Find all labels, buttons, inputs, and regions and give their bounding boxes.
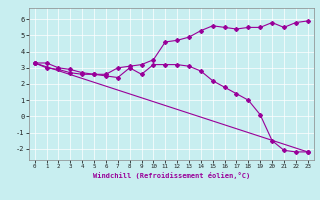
- X-axis label: Windchill (Refroidissement éolien,°C): Windchill (Refroidissement éolien,°C): [92, 172, 250, 179]
